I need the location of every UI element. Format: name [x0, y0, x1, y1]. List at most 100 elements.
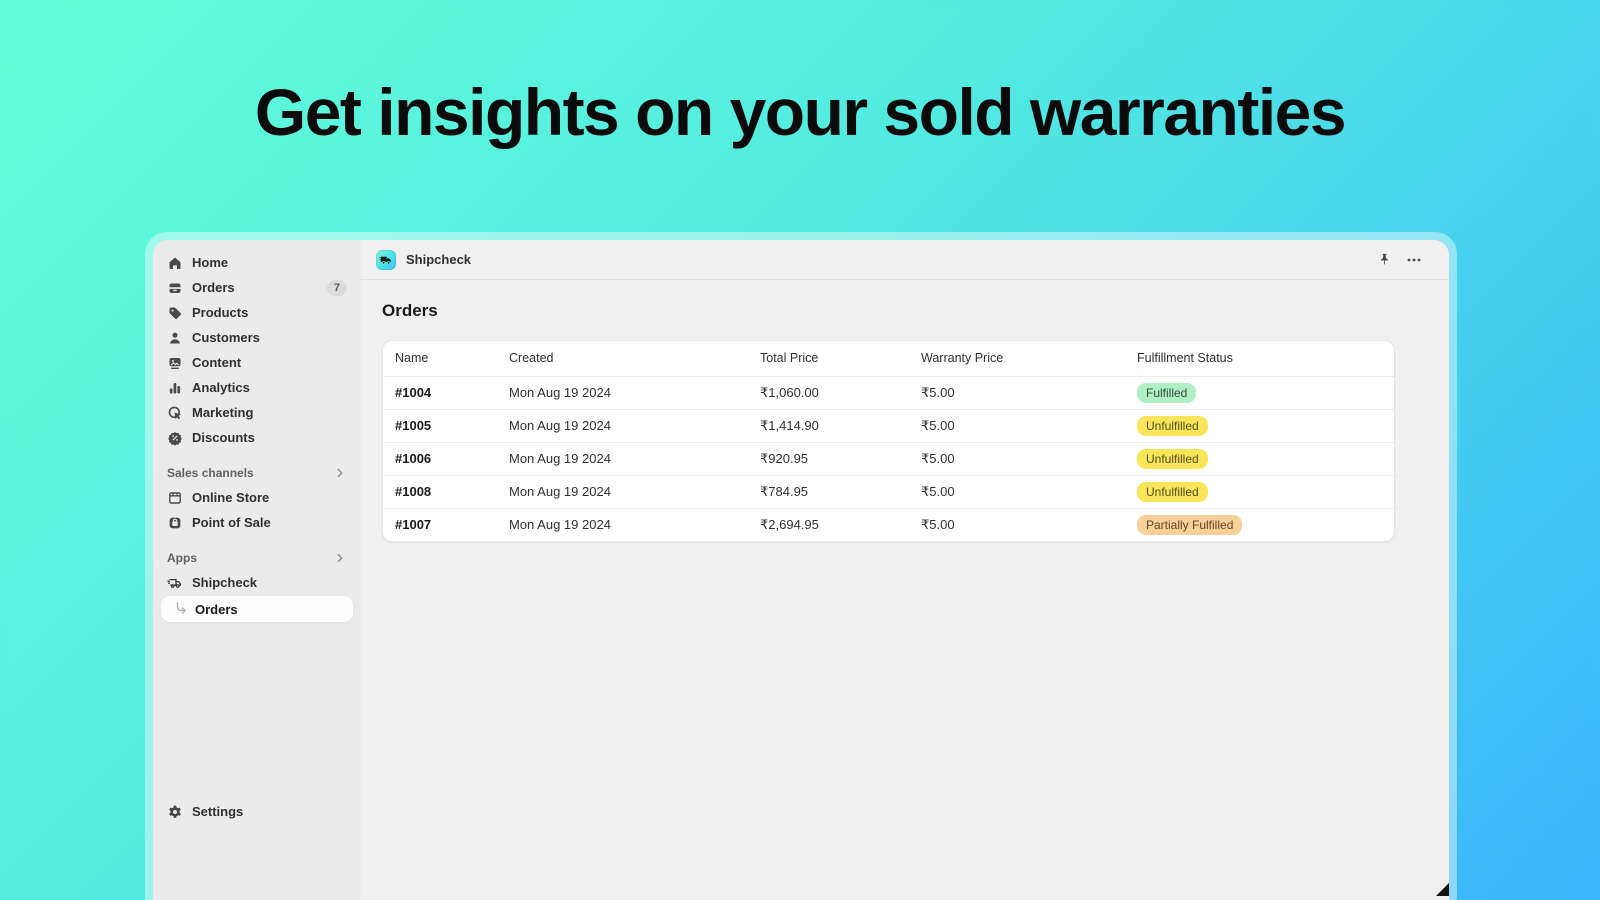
sidebar-item-marketing[interactable]: Marketing [161, 400, 353, 425]
column-header-created: Created [509, 351, 554, 366]
order-name-cell: #1008 [395, 484, 432, 499]
person-icon [167, 330, 183, 346]
sidebar-item-customers[interactable]: Customers [161, 325, 353, 350]
app-title: Shipcheck [406, 252, 472, 267]
hero-banner: Get insights on your sold warranties [0, 74, 1600, 150]
order-status-cell: Unfulfilled [1137, 409, 1394, 442]
sidebar-item-label: Analytics [192, 380, 250, 395]
more-options-button[interactable] [1401, 247, 1427, 273]
fulfillment-status-badge: Unfulfilled [1137, 415, 1208, 436]
app-topbar: Shipcheck [361, 240, 1449, 280]
chevron-right-icon [333, 551, 347, 565]
sidebar-item-analytics[interactable]: Analytics [161, 375, 353, 400]
elbow-arrow-icon [174, 602, 188, 616]
fulfillment-status-badge: Unfulfilled [1137, 448, 1208, 469]
order-total-price-cell: ₹1,414.90 [760, 417, 819, 433]
sidebar-item-label: Orders [192, 280, 235, 295]
order-warranty-price-cell: ₹5.00 [921, 384, 955, 400]
order-name-cell: #1005 [395, 418, 432, 433]
sidebar-subitem-label: Orders [195, 601, 238, 617]
fulfillment-status-badge: Unfulfilled [1137, 481, 1208, 502]
order-created-cell: Mon Aug 19 2024 [509, 517, 611, 533]
storefront-icon [167, 490, 183, 506]
table-row[interactable]: #1004 Mon Aug 19 2024 ₹1,060.00 ₹5.00 Fu… [383, 376, 1394, 409]
order-warranty-price-cell: ₹5.00 [921, 483, 955, 499]
sidebar-section-sales-channels[interactable]: Sales channels [161, 461, 353, 485]
order-status-cell: Unfulfilled [1137, 442, 1394, 475]
target-cursor-icon [167, 405, 183, 421]
bar-chart-icon [167, 380, 183, 396]
column-header-warranty-price: Warranty Price [921, 351, 1004, 366]
sidebar-section-apps[interactable]: Apps [161, 546, 353, 570]
order-created-cell: Mon Aug 19 2024 [509, 484, 611, 499]
sidebar-item-shipcheck[interactable]: Shipcheck [161, 570, 353, 595]
sidebar-item-label: Discounts [192, 430, 255, 445]
order-name-cell: #1007 [395, 517, 432, 533]
media-icon [167, 355, 183, 371]
sidebar-item-label: Customers [192, 330, 260, 345]
table-row[interactable]: #1008 Mon Aug 19 2024 ₹784.95 ₹5.00 Unfu… [383, 475, 1394, 508]
hero-title: Get insights on your sold warranties [254, 75, 1347, 149]
sidebar-item-online-store[interactable]: Online Store [161, 485, 353, 510]
page-title: Orders [382, 301, 438, 320]
discount-badge-icon [167, 430, 183, 446]
order-total-price-cell: ₹920.95 [760, 450, 809, 466]
sidebar-item-products[interactable]: Products [161, 300, 353, 325]
sidebar-item-label: Marketing [192, 405, 254, 420]
shipcheck-app-icon [376, 249, 396, 270]
order-warranty-price-cell: ₹5.00 [921, 417, 955, 433]
sidebar-item-discounts[interactable]: Discounts [161, 425, 353, 450]
fulfillment-status-badge: Partially Fulfilled [1137, 514, 1243, 535]
fulfillment-status-badge: Fulfilled [1137, 382, 1197, 403]
page-content: Orders Name Created Total Price Warranty… [361, 280, 1449, 542]
admin-window: Home Orders 7 Products Customers [145, 232, 1457, 900]
order-status-cell: Unfulfilled [1137, 475, 1394, 508]
gear-icon [167, 804, 183, 820]
order-created-cell: Mon Aug 19 2024 [509, 451, 611, 466]
sidebar-item-label: Settings [192, 804, 244, 819]
order-name-cell: #1004 [395, 385, 432, 400]
table-row[interactable]: #1006 Mon Aug 19 2024 ₹920.95 ₹5.00 Unfu… [383, 442, 1394, 475]
order-warranty-price-cell: ₹5.00 [921, 516, 955, 532]
truck-icon [167, 575, 183, 591]
sidebar-item-orders[interactable]: Orders 7 [161, 275, 353, 300]
section-label: Sales channels [167, 466, 254, 480]
sidebar-item-settings[interactable]: Settings [161, 799, 353, 824]
sidebar-item-label: Home [192, 255, 229, 270]
orders-table: Name Created Total Price Warranty Price … [383, 341, 1394, 541]
table-row[interactable]: #1005 Mon Aug 19 2024 ₹1,414.90 ₹5.00 Un… [383, 409, 1394, 442]
sidebar-item-label: Shipcheck [192, 575, 258, 590]
column-header-name: Name [395, 351, 429, 366]
order-total-price-cell: ₹2,694.95 [760, 516, 819, 532]
home-icon [167, 255, 183, 271]
order-total-price-cell: ₹1,060.00 [760, 384, 819, 400]
tag-icon [167, 305, 183, 321]
sidebar-item-label: Online Store [192, 490, 270, 505]
order-status-cell: Fulfilled [1137, 376, 1394, 409]
orders-icon [167, 280, 183, 296]
orders-table-card: Name Created Total Price Warranty Price … [382, 340, 1395, 542]
order-status-cell: Partially Fulfilled [1137, 508, 1394, 541]
sidebar-item-point-of-sale[interactable]: Point of Sale [161, 510, 353, 535]
order-name-cell: #1006 [395, 451, 432, 466]
table-header-row: Name Created Total Price Warranty Price … [383, 341, 1394, 376]
sidebar: Home Orders 7 Products Customers [153, 240, 361, 900]
chevron-right-icon [333, 466, 347, 480]
orders-count-badge: 7 [326, 279, 347, 296]
pin-button[interactable] [1371, 247, 1397, 273]
sidebar-item-content[interactable]: Content [161, 350, 353, 375]
sidebar-item-label: Content [192, 355, 242, 370]
main-panel: Shipcheck Orders [361, 240, 1449, 900]
table-row[interactable]: #1007 Mon Aug 19 2024 ₹2,694.95 ₹5.00 Pa… [383, 508, 1394, 541]
column-header-total-price: Total Price [760, 351, 819, 366]
pos-icon [167, 515, 183, 531]
section-label: Apps [167, 551, 197, 565]
sidebar-item-home[interactable]: Home [161, 250, 353, 275]
sidebar-item-label: Products [192, 305, 249, 320]
order-created-cell: Mon Aug 19 2024 [509, 418, 611, 433]
sidebar-item-label: Point of Sale [192, 515, 271, 530]
order-created-cell: Mon Aug 19 2024 [509, 385, 611, 400]
column-header-fulfillment-status: Fulfillment Status [1137, 351, 1233, 366]
order-warranty-price-cell: ₹5.00 [921, 450, 955, 466]
sidebar-subitem-shipcheck-orders[interactable]: Orders [161, 596, 353, 622]
